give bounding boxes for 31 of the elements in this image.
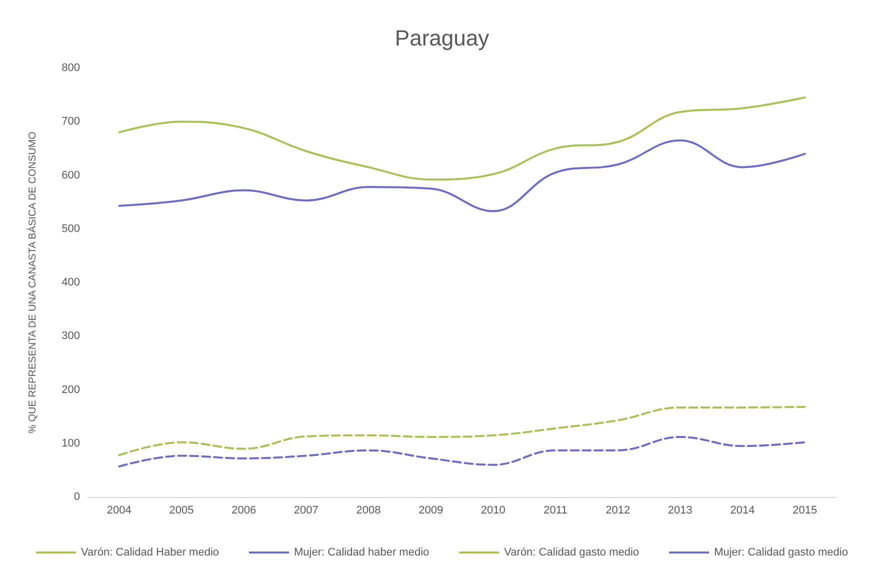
y-tick-label: 300 xyxy=(62,330,80,342)
y-tick-label: 700 xyxy=(62,116,80,128)
line-series xyxy=(118,139,806,212)
y-tick-label: 200 xyxy=(62,384,80,396)
x-tick-label: 2012 xyxy=(606,504,630,516)
x-tick-label: 2010 xyxy=(480,504,506,516)
line-series xyxy=(118,96,806,181)
x-tick-label: 2015 xyxy=(792,504,818,516)
y-tick-label: 400 xyxy=(62,276,80,288)
line-series xyxy=(118,436,806,468)
y-tick-label: 100 xyxy=(62,437,80,450)
x-tick-label: 2008 xyxy=(356,504,381,516)
x-tick-label: 2004 xyxy=(106,504,132,516)
y-axis-title: % QUE REPRESENTA DE UNA CANASTA BÁSICA DE CONSUMO xyxy=(26,131,38,434)
y-tick-label: 800 xyxy=(62,62,80,74)
legend-label: Mujer: Calidad haber medio xyxy=(294,546,430,558)
line-series xyxy=(118,406,806,456)
legend-label: Varón: Calidad gasto medio xyxy=(504,546,640,558)
legend-label: Mujer: Calidad gasto medio xyxy=(714,546,848,558)
x-tick-label: 2014 xyxy=(730,504,755,516)
x-tick-label: 2006 xyxy=(232,504,256,516)
x-tick-label: 2005 xyxy=(169,504,194,516)
x-tick-label: 2013 xyxy=(668,504,692,516)
x-tick-label: 2009 xyxy=(418,504,444,516)
chart-title: Paraguay xyxy=(394,26,490,50)
y-tick-label: 0 xyxy=(74,491,80,503)
x-tick-label: 2007 xyxy=(294,504,318,516)
legend-label: Varón: Calidad Haber medio xyxy=(81,546,220,558)
y-tick-label: 600 xyxy=(62,169,80,182)
x-tick-label: 2011 xyxy=(544,504,568,516)
y-tick-label: 500 xyxy=(62,222,80,235)
